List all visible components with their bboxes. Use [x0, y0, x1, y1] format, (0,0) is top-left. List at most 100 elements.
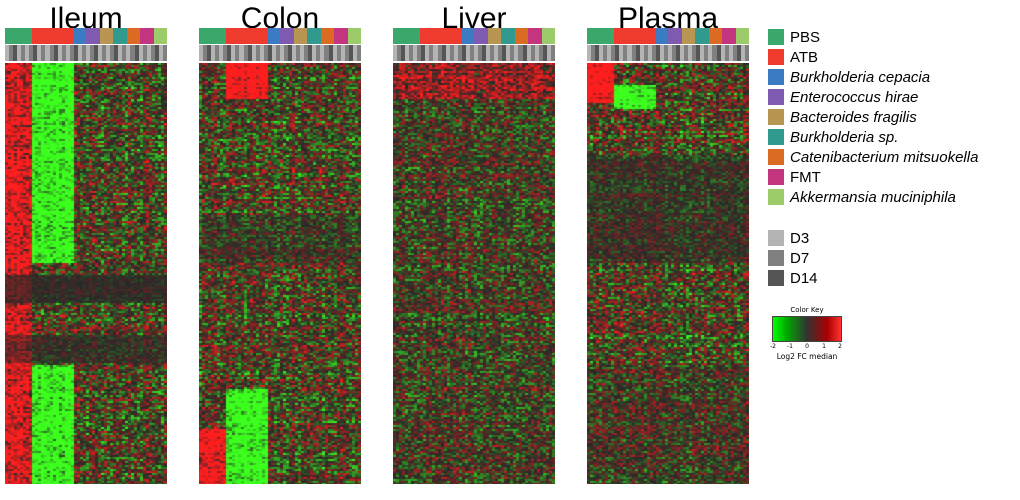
day-annotation-segment: [207, 45, 212, 61]
legend-item-akkermansia-muciniphila: Akkermansia muciniphila: [768, 188, 956, 206]
legend-item-pbs: PBS: [768, 28, 820, 46]
group-annotation-bar: [5, 28, 167, 44]
day-annotation-segment: [211, 45, 216, 61]
heatmap-canvas: [587, 63, 749, 484]
heatmap-panel-liver: [393, 28, 555, 484]
day-annotation-segment: [300, 45, 305, 61]
day-annotation-segment: [296, 45, 301, 61]
group-annotation-segment: [99, 28, 113, 44]
day-annotation-segment: [89, 45, 95, 61]
day-annotation-segment: [81, 45, 86, 61]
legend-swatch: [768, 69, 784, 85]
group-annotation-segment: [681, 28, 695, 44]
heatmap-canvas: [199, 63, 361, 484]
legend-label: Akkermansia muciniphila: [790, 188, 956, 206]
day-annotation-segment: [663, 45, 668, 61]
day-annotation-segment: [130, 45, 135, 61]
day-annotation-segment: [203, 45, 208, 61]
day-annotation-segment: [724, 45, 729, 61]
day-annotation-segment: [647, 45, 652, 61]
day-annotation-segment: [122, 45, 127, 61]
legend-item-enterococcus-hirae: Enterococcus hirae: [768, 88, 918, 106]
day-annotation-segment: [162, 45, 167, 61]
day-annotation-segment: [98, 45, 103, 61]
group-annotation-bar: [587, 28, 749, 44]
legend-label: Enterococcus hirae: [790, 88, 919, 106]
day-annotation-segment: [486, 45, 491, 61]
day-annotation-segment: [279, 45, 284, 61]
day-annotation-bar: [199, 45, 361, 61]
day-annotation-segment: [498, 45, 503, 61]
day-annotation-segment: [154, 45, 159, 61]
legend-item-fmt: FMT: [768, 168, 821, 186]
day-annotation-segment: [708, 45, 713, 61]
day-annotation-segment: [692, 45, 697, 61]
day-annotation-segment: [33, 45, 38, 61]
day-annotation-segment: [421, 45, 426, 61]
day-annotation-segment: [340, 45, 345, 61]
legend-swatch: [768, 189, 784, 205]
day-annotation-segment: [477, 45, 483, 61]
day-annotation-segment: [409, 45, 414, 61]
legend-label: Bacteroides fragilis: [790, 108, 917, 126]
day-annotation-segment: [635, 45, 640, 61]
day-annotation-segment: [215, 45, 220, 61]
day-annotation-segment: [231, 45, 236, 61]
day-annotation-segment: [615, 45, 620, 61]
day-annotation-segment: [461, 45, 466, 61]
day-annotation-segment: [465, 45, 470, 61]
day-annotation-segment: [45, 45, 50, 61]
day-annotation-segment: [445, 45, 450, 61]
group-annotation-segment: [393, 28, 420, 44]
day-annotation-segment: [126, 45, 131, 61]
day-annotation-segment: [275, 45, 280, 61]
color-key-tick: 1: [822, 343, 826, 350]
legend-swatch: [768, 129, 784, 145]
group-annotation-segment: [501, 28, 515, 44]
group-annotation-segment: [140, 28, 154, 44]
day-annotation-segment: [587, 45, 592, 61]
day-annotation-segment: [102, 45, 107, 61]
day-annotation-segment: [324, 45, 329, 61]
color-key-tick: -1: [787, 343, 793, 350]
group-annotation-segment: [722, 28, 736, 44]
group-annotation-segment: [280, 28, 294, 44]
day-annotation-segment: [599, 45, 604, 61]
day-annotation-segment: [13, 45, 18, 61]
day-annotation-segment: [336, 45, 341, 61]
color-key-tick: 0: [805, 343, 809, 350]
day-annotation-segment: [142, 45, 147, 61]
day-annotation-segment: [482, 45, 487, 61]
group-annotation-segment: [695, 28, 709, 44]
group-annotation-segment: [199, 28, 226, 44]
group-annotation-segment: [514, 28, 528, 44]
day-annotation-segment: [490, 45, 495, 61]
day-annotation-segment: [146, 45, 151, 61]
group-annotation-segment: [5, 28, 32, 44]
day-annotation-segment: [684, 45, 689, 61]
day-annotation-segment: [85, 45, 90, 61]
day-annotation-segment: [5, 45, 10, 61]
day-annotation-segment: [308, 45, 313, 61]
day-annotation-segment: [728, 45, 733, 61]
day-annotation-segment: [219, 45, 224, 61]
day-annotation-segment: [696, 45, 701, 61]
day-annotation-segment: [676, 45, 681, 61]
legend-label: D7: [790, 249, 810, 267]
legend-swatch: [768, 109, 784, 125]
day-annotation-segment: [69, 45, 74, 61]
legend-item-atb: ATB: [768, 48, 818, 66]
color-key-tick: 2: [838, 343, 842, 350]
day-annotation-segment: [114, 45, 119, 61]
day-annotation-segment: [732, 45, 737, 61]
day-annotation-segment: [639, 45, 644, 61]
day-annotation-segment: [494, 45, 499, 61]
group-annotation-segment: [587, 28, 614, 44]
legend-swatch: [768, 169, 784, 185]
day-annotation-segment: [740, 45, 745, 61]
day-annotation-segment: [453, 45, 458, 61]
day-annotation-segment: [607, 45, 612, 61]
day-annotation-segment: [312, 45, 317, 61]
day-annotation-segment: [611, 45, 616, 61]
legend-item-catenibacterium-mitsuokella: Catenibacterium mitsuokella: [768, 148, 978, 166]
